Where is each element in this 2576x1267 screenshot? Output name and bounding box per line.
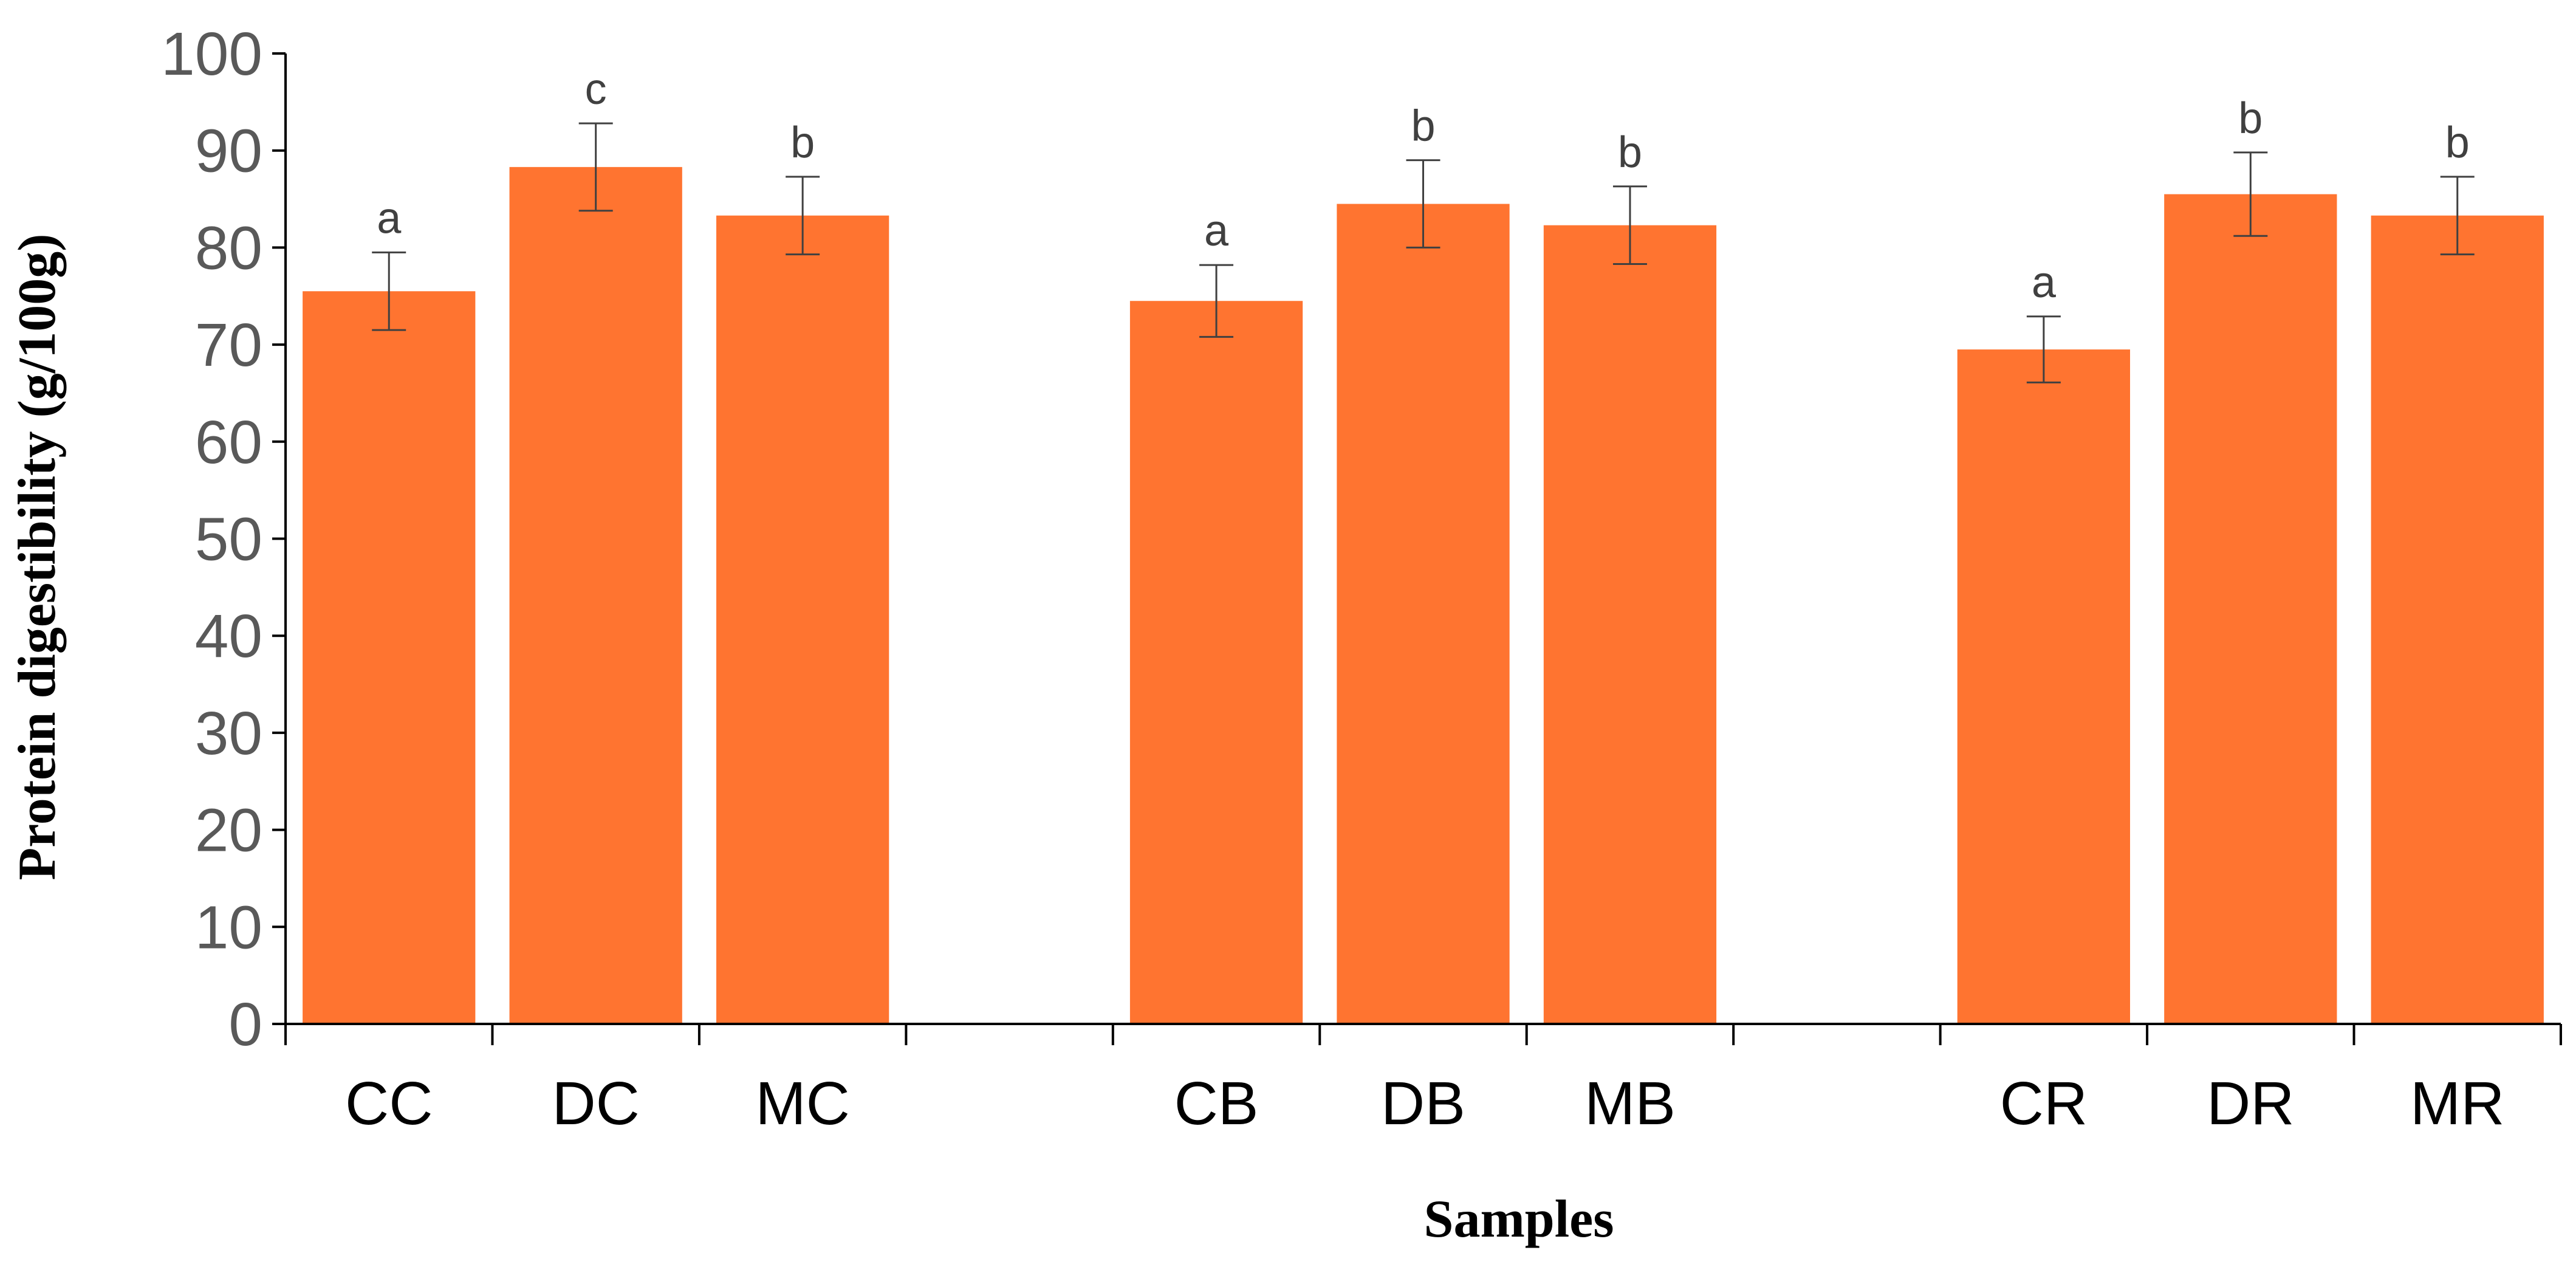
category-label: CC <box>345 1070 433 1138</box>
y-tick-label: 100 <box>161 20 262 88</box>
y-tick-label: 20 <box>195 797 262 865</box>
bar-cb <box>1129 301 1303 1024</box>
significance-letter: b <box>790 118 815 167</box>
significance-letters: a c b a b b a b b <box>377 65 2470 307</box>
x-axis-ticks <box>284 1024 2562 1045</box>
category-label: DR <box>2207 1070 2294 1138</box>
significance-letter: b <box>1618 128 1642 177</box>
x-axis-title: Samples <box>1424 1190 1614 1249</box>
significance-letter: a <box>1204 207 1229 255</box>
category-label: MC <box>755 1070 850 1138</box>
y-tick-label: 40 <box>195 602 262 670</box>
y-axis-title: Protein digestibility (g/100g) <box>8 233 67 880</box>
error-bars <box>372 122 2475 383</box>
significance-letter: a <box>2032 258 2057 307</box>
bar-cr <box>1957 349 2131 1025</box>
y-tick-label: 50 <box>195 506 262 574</box>
significance-letter: b <box>2238 94 2263 143</box>
category-label: DC <box>552 1070 639 1138</box>
y-axis-ticks: 0 10 20 30 40 50 60 70 80 90 100 <box>161 20 286 1059</box>
bar-mc <box>716 215 889 1025</box>
category-label: DB <box>1381 1070 1465 1138</box>
y-tick-label: 10 <box>195 893 262 961</box>
significance-letter: c <box>585 65 607 114</box>
significance-letter: a <box>377 194 402 242</box>
category-label: MR <box>2410 1070 2505 1138</box>
bar-dc <box>509 167 682 1024</box>
y-tick-label: 90 <box>195 117 262 185</box>
y-tick-label: 0 <box>228 991 262 1059</box>
significance-letter: b <box>2445 118 2470 167</box>
category-label: MB <box>1584 1070 1676 1138</box>
bar-mb <box>1543 225 1717 1025</box>
bar-db <box>1337 204 1510 1024</box>
bar-dr <box>2164 194 2337 1025</box>
y-tick-label: 60 <box>195 408 262 476</box>
y-tick-label: 80 <box>195 214 262 282</box>
y-tick-label: 30 <box>195 699 262 767</box>
category-label: CB <box>1174 1070 1259 1138</box>
significance-letter: b <box>1411 102 1435 151</box>
category-label: CR <box>2000 1070 2088 1138</box>
y-tick-label: 70 <box>195 311 262 379</box>
bars <box>303 167 2544 1025</box>
bar-cc <box>303 291 476 1024</box>
bar-mr <box>2371 215 2544 1025</box>
category-labels: CC DC MC CB DB MB CR DR MR <box>345 1070 2505 1138</box>
